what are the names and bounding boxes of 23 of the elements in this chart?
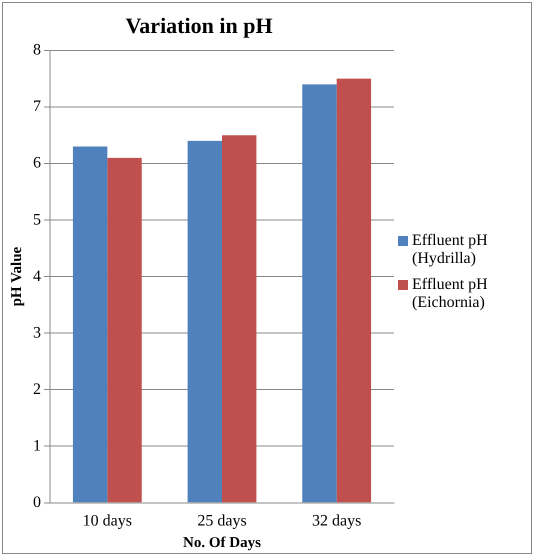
legend-label: Effluent pH (Eichornia) xyxy=(412,276,489,312)
y-tick-label: 5 xyxy=(33,211,41,228)
bar xyxy=(222,135,256,502)
y-tick-label: 4 xyxy=(33,268,41,285)
y-tick-label: 2 xyxy=(33,380,41,398)
y-tick-label: 3 xyxy=(33,324,41,342)
legend-label: Effluent pH (Hydrilla) xyxy=(412,232,489,268)
y-tick-label: 1 xyxy=(33,437,41,454)
bar xyxy=(336,78,372,502)
y-tick-label: 7 xyxy=(33,98,41,116)
x-axis-title: No. Of Days xyxy=(183,534,262,551)
x-tick-label: 32 days xyxy=(312,512,362,530)
chart-title: Variation in pH xyxy=(125,12,273,38)
y-tick-label: 8 xyxy=(33,42,41,59)
x-tick-label: 10 days xyxy=(82,512,132,530)
x-tick-label: 25 days xyxy=(197,512,247,530)
y-tick-label: 6 xyxy=(33,154,41,172)
bar xyxy=(188,140,222,502)
y-tick-label: 0 xyxy=(33,494,41,512)
bar xyxy=(72,146,108,502)
bar xyxy=(107,158,142,502)
y-axis-title: pH Value xyxy=(8,246,25,306)
bar xyxy=(302,84,337,502)
